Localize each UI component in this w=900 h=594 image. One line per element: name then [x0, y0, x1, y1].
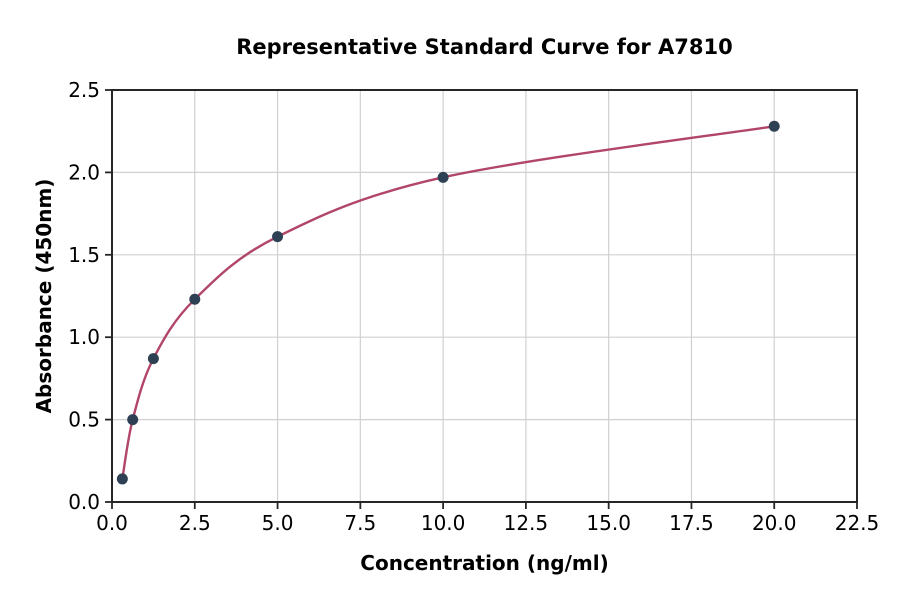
x-tick-label: 12.5 [504, 511, 549, 535]
fit-curve [121, 125, 776, 481]
y-tick-label: 2.5 [68, 78, 100, 102]
data-point [272, 231, 284, 243]
x-tick-label: 0.0 [96, 511, 128, 535]
plot-border [111, 89, 858, 503]
data-point [116, 473, 128, 485]
x-tick-label: 10.0 [421, 511, 466, 535]
data-point [768, 120, 780, 132]
x-tick-label: 17.5 [669, 511, 714, 535]
x-tick-label: 15.0 [586, 511, 631, 535]
y-tick-label: 1.5 [68, 243, 100, 267]
data-point [437, 171, 449, 183]
data-point [147, 353, 159, 365]
y-tick-label: 1.0 [68, 325, 100, 349]
x-tick-label: 7.5 [344, 511, 376, 535]
x-tick-label: 5.0 [262, 511, 294, 535]
x-tick-label: 22.5 [835, 511, 880, 535]
data-point [127, 414, 139, 426]
y-tick-label: 0.0 [68, 490, 100, 514]
x-tick-label: 2.5 [179, 511, 211, 535]
x-tick-label: 20.0 [752, 511, 797, 535]
chart-title: Representative Standard Curve for A7810 [236, 35, 733, 59]
y-tick-label: 0.5 [68, 408, 100, 432]
x-axis-label: Concentration (ng/ml) [360, 551, 609, 575]
y-tick-label: 2.0 [68, 160, 100, 184]
data-point [189, 293, 201, 305]
